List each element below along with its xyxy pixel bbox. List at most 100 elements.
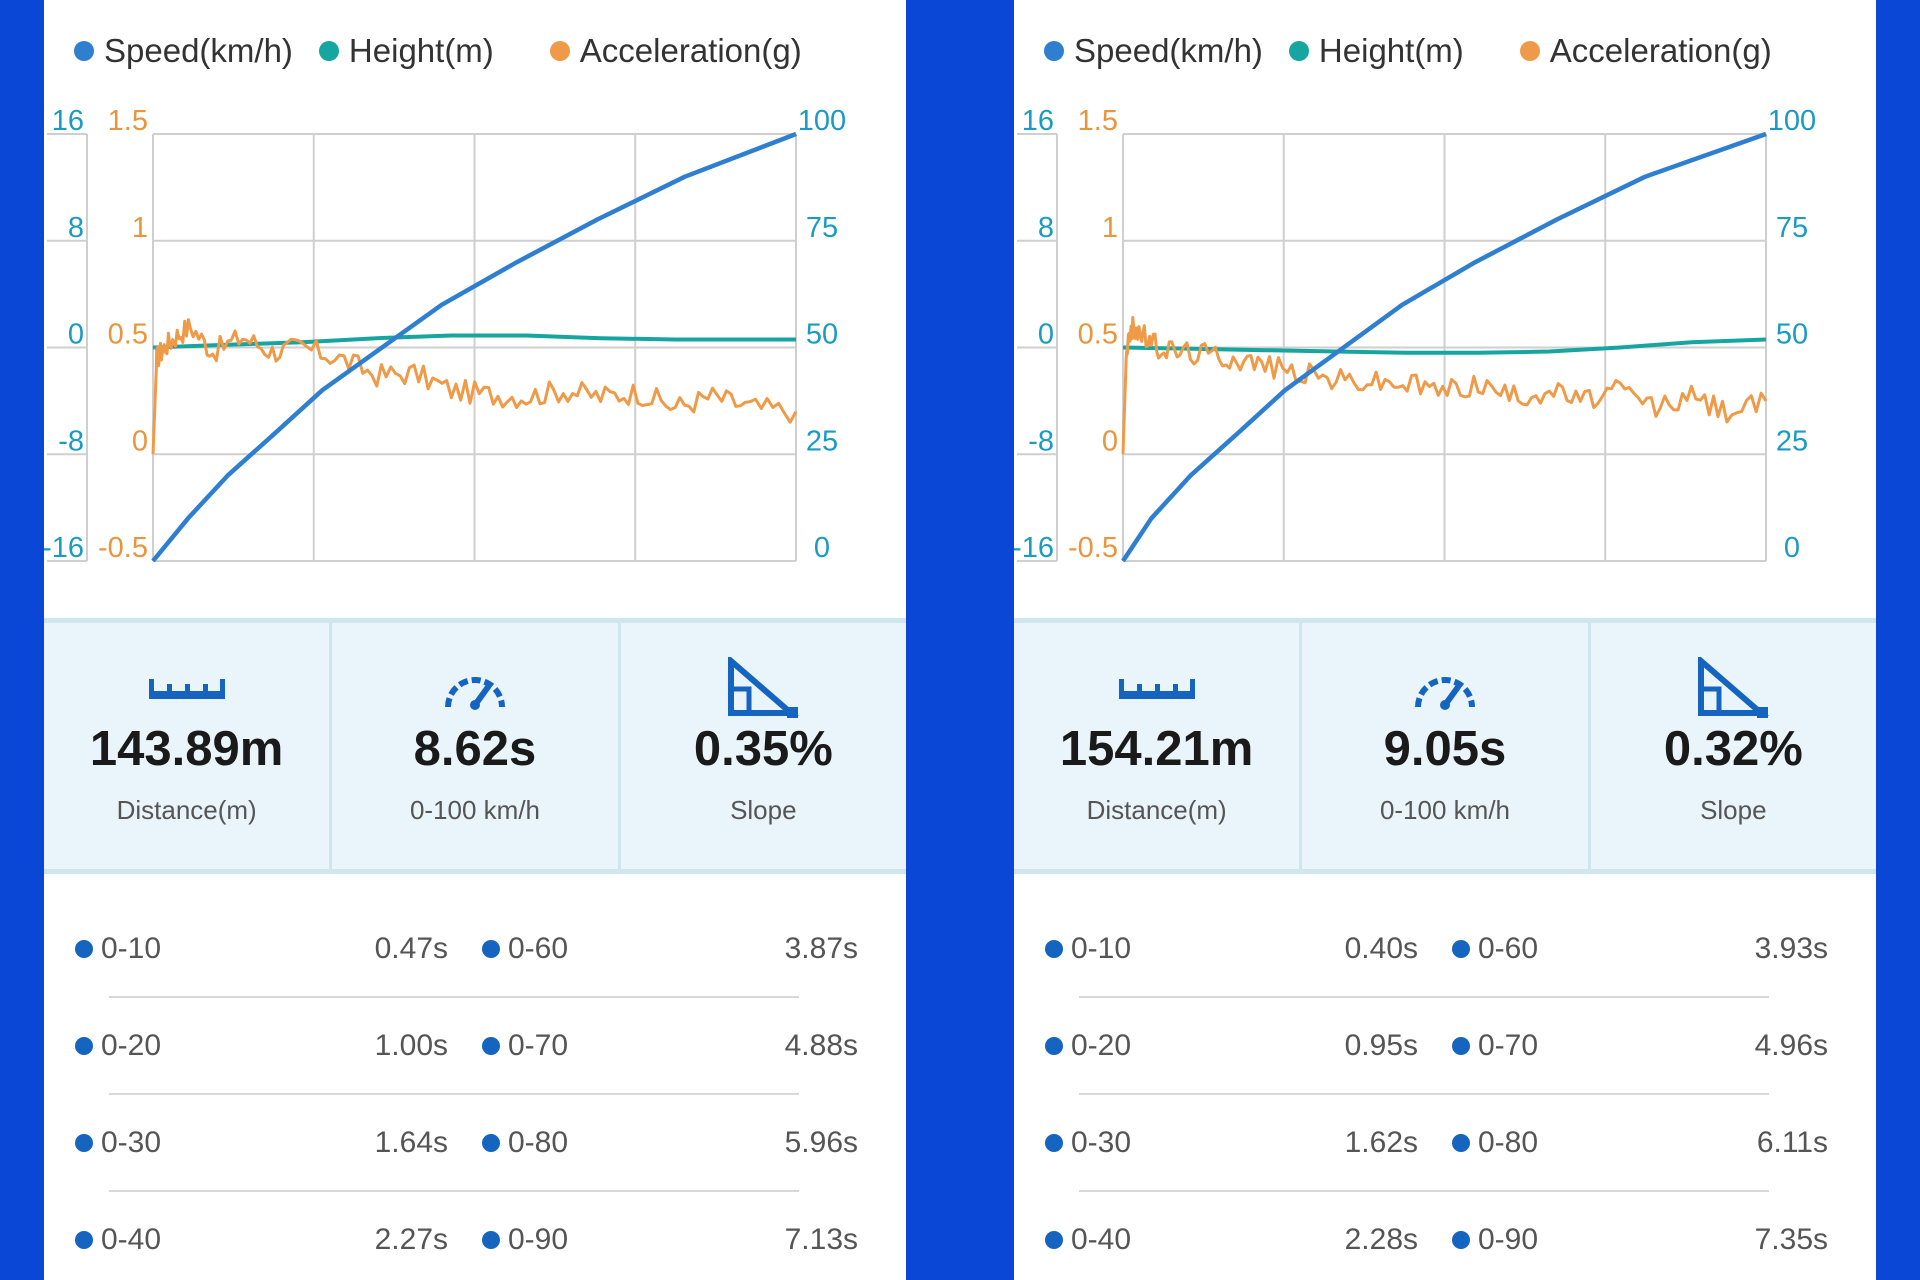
legend-item-acceleration[interactable]: Acceleration(g) [1519,32,1772,70]
speedometer-icon [442,658,508,718]
speed-tick-label: 100 [798,105,846,137]
legend-label: Speed(km/h) [1074,32,1263,69]
split-time-value: 4.88s [784,1029,858,1062]
speed-series-line [1121,131,1767,563]
performance-chart: 16 8 0 -8 -16 1.5 1 0.5 0 -0.5 100 75 50 25 0 [44,105,846,564]
split-time-value: 1.64s [374,1126,448,1159]
speed-tick-label: 25 [1776,425,1808,457]
height-tick-label: -16 [1014,532,1054,564]
split-range: 0-90 [482,1210,568,1270]
legend-item-acceleration[interactable]: Acceleration(g) [549,32,802,70]
split-range: 0-70 [1452,1016,1538,1076]
split-range-label: 0-80 [1478,1126,1539,1159]
legend-dot-icon [549,41,570,61]
summary-stats: 154.21m Distance(m) 9.05s 0-100 km/h 0.32% Sl… [1014,618,1876,874]
acceleration-tick-label: 1.5 [1078,105,1118,137]
bullet-icon [75,1134,93,1152]
split-range: 0-40 [75,1210,161,1270]
row-divider [109,996,799,998]
acceleration-tick-label: 0 [1102,425,1118,457]
split-time-value: 0.95s [1344,1029,1418,1062]
speedometer-icon [1412,658,1478,718]
height-tick-label: 16 [52,105,84,137]
split-range: 0-60 [482,919,568,979]
legend-item-speed[interactable]: Speed(km/h) [1044,32,1263,70]
stat-label: Slope [730,795,797,825]
split-time-value: 0.40s [1344,932,1418,965]
legend-item-height[interactable]: Height(m) [1288,32,1464,70]
legend-item-speed[interactable]: Speed(km/h) [74,32,293,70]
split-range-label: 0-90 [1478,1223,1539,1256]
bullet-icon [1452,1037,1470,1055]
row-divider [109,1190,799,1192]
legend-dot-icon [1044,41,1064,61]
speed-tick-label: 50 [806,319,838,351]
split-range: 0-80 [1452,1113,1538,1173]
legend-label: Acceleration(g) [579,32,802,69]
split-range: 0-20 [75,1016,161,1076]
legend-dot-icon [74,41,94,61]
acceleration-tick-label: 0 [132,425,148,457]
legend-dot-icon [318,41,339,61]
stat-value: 8.62s [413,722,537,776]
stat-zero-to-hundred: 8.62s 0-100 km/h [332,623,621,869]
acceleration-tick-label: 0.5 [108,319,148,351]
split-range-label: 0-10 [101,932,162,965]
stat-value: 9.05s [1383,722,1507,776]
split-range-label: 0-80 [508,1126,569,1159]
height-tick-label: -8 [1028,425,1054,457]
bullet-icon [482,1037,500,1055]
bullet-icon [75,1231,93,1249]
split-range: 0-10 [75,919,161,979]
stat-label: 0-100 km/h [409,795,541,825]
legend-item-height[interactable]: Height(m) [318,32,494,70]
speed-series-line [151,131,797,563]
speed-tick-label: 75 [1776,212,1808,244]
split-times-list: 0-10 0.47s 0-60 3.87s 0-20 1.00s 0-70 4.88s 0-30… [44,900,906,1280]
stat-value: 143.89m [89,722,284,776]
split-range: 0-20 [1045,1016,1131,1076]
split-time-value: 5.96s [784,1126,858,1159]
result-panel-left: Speed(km/h) Height(m) Acceleration(g) 16 8 0-… [44,0,906,1280]
split-time-value: 6.11s [1756,1126,1828,1159]
speed-tick-label: 50 [1776,319,1808,351]
split-range-label: 0-60 [508,932,569,965]
legend-label: Height(m) [1318,32,1464,69]
acceleration-tick-label: 1 [1102,212,1118,244]
split-range: 0-60 [1452,919,1538,979]
height-tick-label: 16 [1022,105,1054,137]
acceleration-tick-label: -0.5 [1068,532,1118,564]
split-row: 0-40 2.28s 0-90 7.35s [1014,1210,1876,1270]
row-divider [1079,996,1769,998]
split-time-value: 7.35s [1754,1223,1828,1256]
bullet-icon [1452,940,1470,958]
split-row: 0-10 0.47s 0-60 3.87s [44,919,906,979]
split-range: 0-30 [1045,1113,1131,1173]
speed-tick-label: 75 [806,212,838,244]
split-range-label: 0-40 [1071,1223,1132,1256]
speed-tick-label: 100 [1768,105,1816,137]
height-series-line [152,333,796,350]
chart-legend: Speed(km/h) Height(m) Acceleration(g) [74,28,894,74]
split-time-value: 1.62s [1344,1126,1418,1159]
stat-distance: 143.89m Distance(m) [44,623,333,869]
stat-value: 0.32% [1663,722,1803,776]
stat-slope: 0.32% Slope [1591,623,1876,869]
split-range: 0-80 [482,1113,568,1173]
split-row: 0-30 1.64s 0-80 5.96s [44,1113,906,1173]
split-range-label: 0-20 [1071,1029,1132,1062]
bullet-icon [1452,1231,1470,1249]
split-range: 0-40 [1045,1210,1131,1270]
split-range-label: 0-20 [101,1029,162,1062]
height-tick-label: 0 [1038,319,1054,351]
split-row: 0-20 1.00s 0-70 4.88s [44,1016,906,1076]
slope-triangle-icon [727,657,800,718]
performance-chart: 16 8 0 -8 -16 1.5 1 0.5 0 -0.5 100 75 50 25 0 [1014,105,1816,564]
bullet-icon [1045,940,1063,958]
height-series-line [1122,337,1767,355]
stat-slope: 0.35% Slope [621,623,906,869]
row-divider [1079,1190,1769,1192]
acceleration-tick-label: 1.5 [108,105,148,137]
ruler-icon [147,658,227,718]
split-time-value: 3.93s [1754,932,1828,965]
